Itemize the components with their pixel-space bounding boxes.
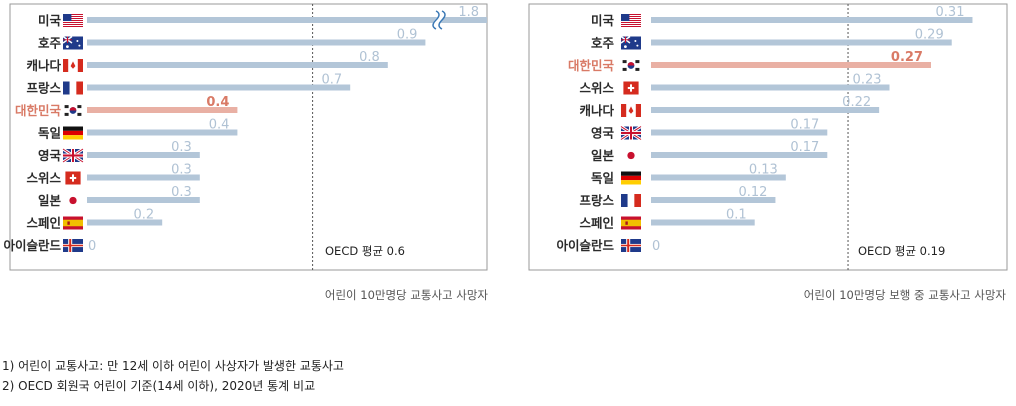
average-label: OECD 평균 0.6 (325, 244, 405, 258)
flag-ca-icon (63, 59, 83, 72)
bar (651, 39, 952, 46)
flag-us-icon (621, 14, 641, 27)
flag-is-icon (63, 239, 83, 252)
category-label: 대한민국 (568, 58, 615, 73)
axis-break-icon (432, 8, 446, 32)
value-label: 0.1 (726, 208, 747, 223)
value-label: 0.31 (936, 5, 965, 20)
bar (651, 62, 931, 68)
value-label: 0.12 (738, 185, 767, 200)
bar (87, 39, 426, 46)
category-label: 스페인 (579, 216, 614, 231)
value-label: 0.23 (853, 73, 882, 88)
bar (651, 17, 973, 23)
category-label: 일본 (591, 148, 615, 163)
value-label: 0.7 (322, 73, 343, 88)
flag-de-icon (63, 126, 83, 140)
flag-kr-icon (621, 59, 641, 72)
flag-jp-icon (621, 149, 641, 162)
footnotes: 1) 어린이 교통사고: 만 12세 이하 어린이 사상자가 발생한 교통사고 … (2, 356, 344, 396)
bar (651, 107, 880, 113)
bar (87, 107, 238, 113)
flag-fr-icon (63, 81, 83, 95)
bar (651, 84, 890, 91)
value-label: 0.8 (359, 50, 380, 65)
category-label: 영국 (591, 126, 615, 141)
bar (87, 84, 351, 91)
value-label: 0.29 (915, 28, 944, 43)
bar (87, 17, 487, 23)
bar (651, 129, 828, 136)
bar (87, 152, 200, 158)
category-label: 프랑스 (579, 193, 614, 208)
category-label: 스위스 (26, 171, 61, 186)
footnote-2: 2) OECD 회원국 어린이 기준(14세 이하), 2020년 통계 비교 (2, 379, 316, 393)
value-label: 0.4 (209, 118, 230, 133)
value-label: 0 (88, 239, 96, 254)
category-label: 프랑스 (26, 81, 61, 96)
value-label: 0.2 (134, 208, 155, 223)
caption-left: 어린이 10만명당 교통사고 사망자 (324, 288, 488, 302)
category-label: 미국 (38, 13, 62, 28)
flag-gb-icon (62, 147, 84, 164)
value-label: 0.4 (206, 95, 229, 110)
bar (87, 197, 200, 203)
chart-children-traffic-deaths: OECD 평균 0.6 미국 1.8 호주 0.9 캐나다 0.8 프랑스 0.7 대한민국 0.4… (3, 3, 488, 271)
flag-is-icon (621, 239, 641, 252)
flag-es-icon (63, 216, 83, 230)
bar (651, 174, 786, 181)
bar (87, 219, 163, 226)
category-label: 호주 (591, 36, 615, 51)
bar (87, 129, 238, 136)
bar (651, 152, 828, 158)
flag-ch-icon (623, 81, 639, 95)
category-label: 독일 (591, 171, 614, 186)
flag-au-icon (620, 35, 641, 50)
flag-de-icon (621, 171, 641, 185)
chart-frame (9, 3, 488, 271)
flag-jp-icon (63, 194, 83, 207)
flag-au-icon (62, 35, 83, 50)
category-label: 영국 (38, 148, 62, 163)
footnote-1: 1) 어린이 교통사고: 만 12세 이하 어린이 사상자가 발생한 교통사고 (2, 359, 344, 373)
category-label: 아이슬란드 (3, 238, 61, 253)
bar (651, 219, 755, 226)
flag-gb-icon (620, 125, 642, 141)
category-label: 스페인 (26, 216, 61, 231)
flag-fr-icon (621, 194, 641, 207)
flag-ca-icon (621, 104, 641, 117)
charts-canvas: OECD 평균 0.6 미국 1.8 호주 0.9 캐나다 0.8 프랑스 0.7 대한민국 0.4… (3, 3, 1008, 271)
bar (651, 197, 776, 203)
chart-frame (528, 3, 1008, 271)
average-label: OECD 평균 0.19 (858, 244, 945, 258)
value-label: 0.17 (790, 118, 819, 133)
value-label: 0 (652, 239, 660, 254)
flag-us-icon (63, 14, 83, 27)
bar (87, 174, 200, 181)
bar (87, 62, 388, 68)
category-label: 호주 (38, 36, 62, 51)
value-label: 0.3 (171, 163, 192, 178)
category-label: 캐나다 (579, 103, 614, 118)
caption-right: 어린이 10만명당 보행 중 교통사고 사망자 (803, 288, 1006, 302)
value-label: 1.8 (458, 5, 479, 20)
category-label: 아이슬란드 (556, 238, 614, 253)
category-label: 대한민국 (15, 103, 62, 118)
value-label: 0.22 (842, 95, 871, 110)
flag-kr-icon (63, 104, 83, 117)
value-label: 0.27 (891, 50, 923, 65)
value-label: 0.3 (171, 140, 192, 155)
category-label: 미국 (591, 13, 615, 28)
flag-ch-icon (65, 171, 81, 185)
category-label: 일본 (38, 193, 62, 208)
category-label: 독일 (38, 126, 61, 141)
chart-children-pedestrian-deaths: OECD 평균 0.19 미국 0.31 호주 0.29 대한민국 0.27 스위스 0.23 캐… (528, 3, 1008, 271)
value-label: 0.3 (171, 185, 192, 200)
value-label: 0.17 (790, 140, 819, 155)
category-label: 캐나다 (26, 58, 61, 73)
flag-es-icon (621, 216, 641, 230)
value-label: 0.9 (397, 28, 418, 43)
category-label: 스위스 (579, 81, 614, 96)
value-label: 0.13 (749, 163, 778, 178)
